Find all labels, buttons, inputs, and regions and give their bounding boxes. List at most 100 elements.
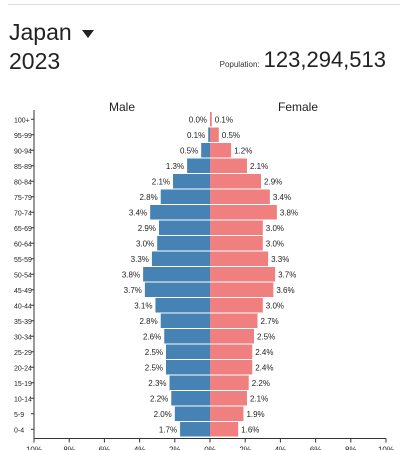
bar-male-75-79	[160, 189, 210, 204]
top-divider	[8, 4, 400, 5]
percent-tick-label: 8%	[345, 446, 357, 450]
percent-tick-label: 4%	[134, 446, 146, 450]
country-selector[interactable]: Japan	[9, 18, 94, 46]
bar-female-95-99	[210, 127, 219, 142]
value-label-female: 2.1%	[250, 394, 268, 403]
age-tick-label: 95-99	[14, 133, 32, 140]
value-label-male: 2.8%	[139, 317, 157, 326]
population-label: Population:	[219, 60, 260, 69]
value-label-female: 3.7%	[278, 270, 296, 279]
value-label-male: 0.0%	[189, 115, 207, 124]
age-tick-label: 20-24	[14, 365, 32, 372]
value-label-female: 3.3%	[271, 255, 289, 264]
caret-down-icon[interactable]	[81, 30, 94, 38]
percent-tick-label: 2%	[239, 446, 251, 450]
bar-male-5-9	[174, 406, 210, 421]
value-label-female: 2.5%	[257, 332, 275, 341]
value-label-female: 3.6%	[276, 286, 294, 295]
age-tick-label: 85-89	[14, 164, 32, 171]
value-label-female: 3.0%	[266, 239, 284, 248]
bar-female-90-94	[210, 143, 232, 158]
age-tick-label: 30-34	[14, 334, 32, 341]
age-tick-label: 65-69	[14, 226, 32, 233]
value-label-male: 1.7%	[159, 425, 177, 434]
value-labels-group: 0.0% 0.1% 0.1% 0.5% 0.5% 1.2% 1.3% 2.1% 2.1% 2.9%…	[122, 115, 298, 434]
age-tick-label: 100+	[14, 117, 30, 124]
value-label-male: 2.5%	[145, 348, 163, 357]
value-label-female: 2.1%	[250, 162, 268, 171]
value-label-male: 2.3%	[148, 379, 166, 388]
bar-male-15-19	[169, 375, 210, 390]
bar-female-0-4	[210, 422, 239, 437]
year-label: 2023	[9, 48, 61, 74]
value-label-female: 2.7%	[261, 317, 279, 326]
age-tick-label: 60-64	[14, 241, 32, 248]
value-label-male: 2.6%	[143, 332, 161, 341]
bar-male-10-14	[171, 391, 210, 406]
age-tick-label: 10-14	[14, 396, 32, 403]
value-label-female: 3.0%	[266, 301, 284, 310]
bar-female-10-14	[210, 391, 247, 406]
population-pyramid-chart: 0.0% 0.1% 0.1% 0.5% 0.5% 1.2% 1.3% 2.1% 2.1% 2.9%…	[14, 100, 394, 450]
bar-female-70-74	[210, 205, 277, 220]
population-value: 123,294,513	[263, 47, 386, 72]
bar-male-25-29	[166, 344, 210, 359]
value-label-female: 1.9%	[246, 410, 264, 419]
age-tick-label: 35-39	[14, 319, 32, 326]
bar-female-35-39	[210, 313, 258, 328]
value-label-female: 3.0%	[266, 224, 284, 233]
bar-male-20-24	[166, 360, 210, 375]
bar-male-60-64	[157, 236, 210, 251]
country-name[interactable]: Japan	[9, 19, 72, 45]
value-label-female: 2.2%	[252, 379, 270, 388]
value-label-male: 3.4%	[129, 208, 147, 217]
age-tick-label: 75-79	[14, 195, 32, 202]
age-tick-label: 15-19	[14, 381, 32, 388]
bar-male-35-39	[160, 313, 210, 328]
bar-male-40-44	[155, 298, 210, 313]
value-label-male: 2.0%	[154, 410, 172, 419]
bar-male-50-54	[143, 267, 210, 282]
value-label-male: 2.2%	[150, 394, 168, 403]
value-label-female: 3.4%	[273, 193, 291, 202]
age-tick-label: 70-74	[14, 210, 32, 217]
value-label-male: 2.8%	[139, 193, 157, 202]
bar-female-55-59	[210, 251, 269, 266]
age-tick-label: 50-54	[14, 272, 32, 279]
value-label-male: 3.0%	[136, 239, 154, 248]
value-label-female: 2.9%	[264, 177, 282, 186]
legend-male: Male	[109, 100, 135, 114]
value-label-male: 0.1%	[187, 131, 205, 140]
percent-tick-label: 0%	[204, 446, 216, 450]
chart-header: Japan 2023 Population: 123,294,513	[0, 0, 400, 100]
percent-tick-label: 6%	[99, 446, 111, 450]
value-label-male: 1.3%	[166, 162, 184, 171]
bar-male-90-94	[201, 143, 210, 158]
age-axis: 100+ 95-99 90-94 85-89 80-84 75-79 70-74 65-69 6…	[14, 110, 35, 439]
population-display: Population: 123,294,513	[220, 46, 386, 74]
value-label-female: 3.8%	[280, 208, 298, 217]
value-label-female: 1.6%	[241, 425, 259, 434]
age-tick-label: 5-9	[14, 412, 24, 419]
bar-male-70-74	[150, 205, 210, 220]
percent-tick-label: 2%	[169, 446, 181, 450]
bar-male-55-59	[151, 251, 210, 266]
value-label-male: 3.8%	[122, 270, 140, 279]
value-label-male: 3.7%	[124, 286, 142, 295]
percent-tick-label: 8%	[63, 446, 75, 450]
bar-male-65-69	[158, 220, 210, 235]
bar-female-100+	[210, 112, 212, 127]
bar-female-60-64	[210, 236, 263, 251]
value-label-male: 0.5%	[180, 146, 198, 155]
bar-female-65-69	[210, 220, 263, 235]
percent-tick-label: 10%	[26, 446, 42, 450]
bar-male-45-49	[144, 282, 210, 297]
age-tick-label: 80-84	[14, 179, 32, 186]
value-label-male: 2.1%	[152, 177, 170, 186]
bar-female-85-89	[210, 158, 247, 173]
bar-female-45-49	[210, 282, 274, 297]
bar-female-15-19	[210, 375, 249, 390]
age-tick-label: 0-4	[14, 427, 24, 434]
bar-female-20-24	[210, 360, 253, 375]
bar-male-95-99	[208, 127, 210, 142]
